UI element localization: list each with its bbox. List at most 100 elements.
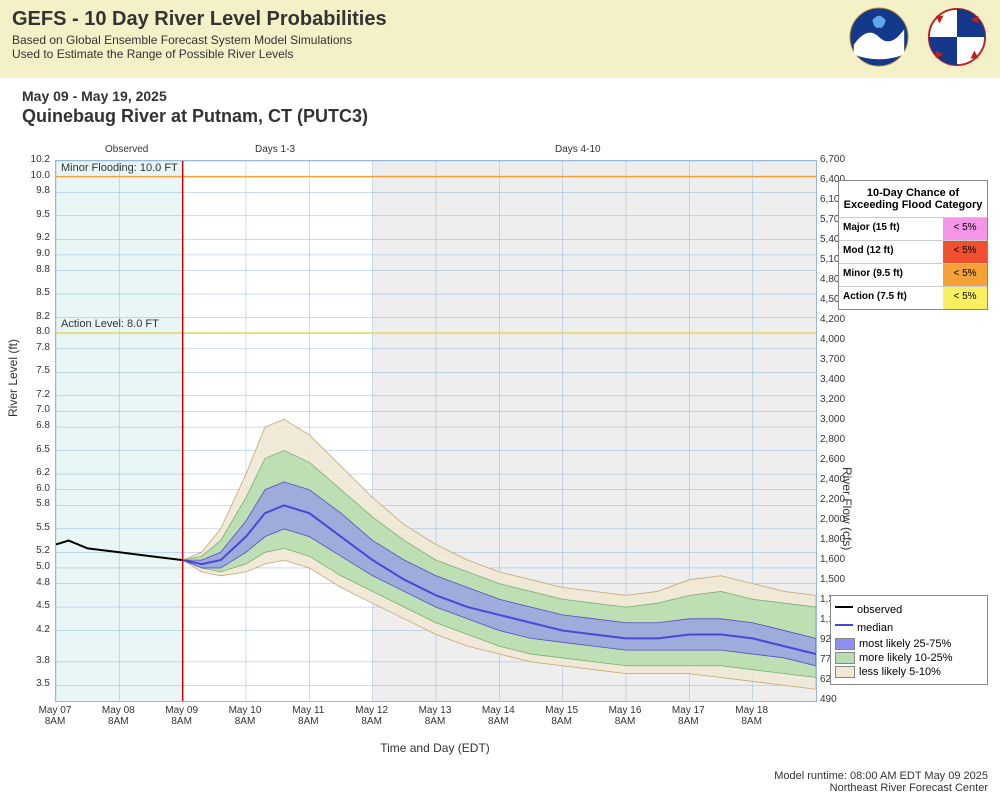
legend-swatch <box>835 638 855 650</box>
legend-swatch <box>835 624 853 636</box>
y-tick-left: 10.0 <box>20 170 50 181</box>
footer: Model runtime: 08:00 AM EDT May 09 2025 … <box>774 770 988 794</box>
y-tick-right: 2,200 <box>820 494 860 505</box>
x-tick: May 138AM <box>405 705 465 727</box>
legend-swatch <box>835 652 855 664</box>
flood-row: Mod (12 ft)< 5% <box>839 240 987 263</box>
x-axis-label: Time and Day (EDT) <box>55 741 815 755</box>
flood-value: < 5% <box>943 264 987 286</box>
legend-row: less likely 5-10% <box>835 666 983 678</box>
y-tick-left: 8.8 <box>20 264 50 275</box>
y-tick-left: 3.8 <box>20 655 50 666</box>
y-tick-right: 2,000 <box>820 514 860 525</box>
footer-runtime: Model runtime: 08:00 AM EDT May 09 2025 <box>774 770 988 782</box>
y-tick-right: 490 <box>820 694 860 705</box>
y-tick-right: 4,200 <box>820 314 860 325</box>
y-tick-right: 2,400 <box>820 474 860 485</box>
x-tick: May 098AM <box>152 705 212 727</box>
flood-box-title: 10-Day Chance of Exceeding Flood Categor… <box>839 181 987 217</box>
chart-container: Observed Days 1-3 Days 4-10 River Level … <box>55 160 815 705</box>
header-subtitle1: Based on Global Ensemble Forecast System… <box>12 33 988 47</box>
y-tick-left: 5.5 <box>20 522 50 533</box>
header-bar: GEFS - 10 Day River Level Probabilities … <box>0 0 1000 78</box>
y-tick-left: 7.2 <box>20 389 50 400</box>
y-tick-left: 4.8 <box>20 577 50 588</box>
x-tick: May 158AM <box>532 705 592 727</box>
flood-value: < 5% <box>943 218 987 240</box>
y-tick-left: 9.0 <box>20 248 50 259</box>
y-tick-right: 6,700 <box>820 154 860 165</box>
y-tick-left: 9.8 <box>20 185 50 196</box>
label-days13: Days 1-3 <box>255 144 295 155</box>
y-tick-left: 4.2 <box>20 624 50 635</box>
legend-box: observed median most likely 25-75% more lik… <box>830 595 988 685</box>
y-tick-left: 6.5 <box>20 444 50 455</box>
label-days410: Days 4-10 <box>555 144 601 155</box>
threshold-label: Action Level: 8.0 FT <box>61 318 159 330</box>
flood-value: < 5% <box>943 241 987 263</box>
x-tick: May 148AM <box>468 705 528 727</box>
y-tick-left: 5.2 <box>20 545 50 556</box>
y-tick-left: 9.5 <box>20 209 50 220</box>
y-tick-left: 7.8 <box>20 342 50 353</box>
footer-center: Northeast River Forecast Center <box>774 782 988 794</box>
flood-label: Action (7.5 ft) <box>839 287 943 309</box>
y-tick-right: 3,700 <box>820 354 860 365</box>
noaa-logo-icon <box>848 6 910 68</box>
legend-label: median <box>857 622 893 634</box>
legend-row: more likely 10-25% <box>835 652 983 664</box>
legend-row: observed <box>835 602 983 618</box>
flood-label: Major (15 ft) <box>839 218 943 240</box>
legend-row: most likely 25-75% <box>835 638 983 650</box>
y-tick-right: 3,000 <box>820 414 860 425</box>
nws-logo-icon <box>926 6 988 68</box>
y-tick-left: 3.5 <box>20 678 50 689</box>
flood-label: Minor (9.5 ft) <box>839 264 943 286</box>
y-tick-left: 8.2 <box>20 311 50 322</box>
legend-label: most likely 25-75% <box>859 638 951 650</box>
threshold-label: Minor Flooding: 10.0 FT <box>61 162 178 174</box>
y-tick-left: 6.8 <box>20 420 50 431</box>
y-tick-right: 1,500 <box>820 574 860 585</box>
x-tick: May 168AM <box>595 705 655 727</box>
legend-row: median <box>835 620 983 636</box>
y-tick-right: 3,200 <box>820 394 860 405</box>
date-range: May 09 - May 19, 2025 <box>22 88 984 104</box>
x-tick: May 088AM <box>88 705 148 727</box>
y-tick-left: 7.0 <box>20 404 50 415</box>
y-axis-left-label: River Level (ft) <box>6 339 20 417</box>
flood-label: Mod (12 ft) <box>839 241 943 263</box>
y-tick-left: 4.5 <box>20 600 50 611</box>
flood-row: Major (15 ft)< 5% <box>839 217 987 240</box>
x-tick: May 078AM <box>25 705 85 727</box>
legend-label: less likely 5-10% <box>859 666 941 678</box>
flood-row: Action (7.5 ft)< 5% <box>839 286 987 309</box>
x-tick: May 118AM <box>278 705 338 727</box>
flood-probability-box: 10-Day Chance of Exceeding Flood Categor… <box>838 180 988 310</box>
x-tick: May 188AM <box>722 705 782 727</box>
legend-swatch <box>835 666 855 678</box>
y-tick-left: 6.0 <box>20 483 50 494</box>
plot-area <box>55 160 817 702</box>
location-title: Quinebaug River at Putnam, CT (PUTC3) <box>22 106 984 127</box>
y-tick-left: 9.2 <box>20 232 50 243</box>
legend-label: more likely 10-25% <box>859 652 953 664</box>
y-tick-right: 1,600 <box>820 554 860 565</box>
label-observed: Observed <box>105 144 148 155</box>
header-title: GEFS - 10 Day River Level Probabilities <box>12 8 988 31</box>
x-tick: May 178AM <box>658 705 718 727</box>
flood-row: Minor (9.5 ft)< 5% <box>839 263 987 286</box>
header-subtitle2: Used to Estimate the Range of Possible R… <box>12 47 988 61</box>
y-tick-right: 3,400 <box>820 374 860 385</box>
y-tick-left: 5.0 <box>20 561 50 572</box>
legend-label: observed <box>857 604 902 616</box>
legend-swatch <box>835 606 853 618</box>
x-tick: May 128AM <box>342 705 402 727</box>
y-tick-left: 10.2 <box>20 154 50 165</box>
y-tick-left: 5.8 <box>20 498 50 509</box>
y-tick-right: 1,800 <box>820 534 860 545</box>
y-tick-right: 2,600 <box>820 454 860 465</box>
y-tick-left: 7.5 <box>20 365 50 376</box>
y-tick-left: 8.0 <box>20 326 50 337</box>
flood-value: < 5% <box>943 287 987 309</box>
